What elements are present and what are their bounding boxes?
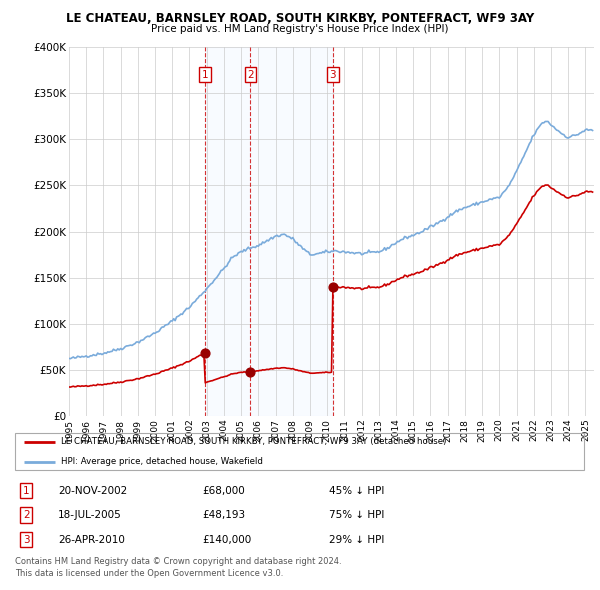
Text: 1: 1	[202, 70, 208, 80]
Text: 3: 3	[329, 70, 336, 80]
Point	[200, 349, 209, 358]
Text: 20-NOV-2002: 20-NOV-2002	[58, 486, 127, 496]
Text: 26-APR-2010: 26-APR-2010	[58, 535, 125, 545]
Text: 75% ↓ HPI: 75% ↓ HPI	[329, 510, 384, 520]
Text: 2: 2	[247, 70, 254, 80]
Text: 3: 3	[23, 535, 30, 545]
Text: This data is licensed under the Open Government Licence v3.0.: This data is licensed under the Open Gov…	[15, 569, 283, 578]
Point	[328, 282, 338, 291]
Text: LE CHATEAU, BARNSLEY ROAD, SOUTH KIRKBY, PONTEFRACT, WF9 3AY: LE CHATEAU, BARNSLEY ROAD, SOUTH KIRKBY,…	[66, 12, 534, 25]
Text: Price paid vs. HM Land Registry's House Price Index (HPI): Price paid vs. HM Land Registry's House …	[151, 24, 449, 34]
Text: Contains HM Land Registry data © Crown copyright and database right 2024.: Contains HM Land Registry data © Crown c…	[15, 558, 341, 566]
Text: £68,000: £68,000	[202, 486, 245, 496]
Text: 29% ↓ HPI: 29% ↓ HPI	[329, 535, 384, 545]
Text: 45% ↓ HPI: 45% ↓ HPI	[329, 486, 384, 496]
Text: £48,193: £48,193	[202, 510, 245, 520]
Text: LE CHATEAU, BARNSLEY ROAD, SOUTH KIRKBY, PONTEFRACT, WF9 3AY (detached house): LE CHATEAU, BARNSLEY ROAD, SOUTH KIRKBY,…	[61, 437, 446, 447]
Text: 18-JUL-2005: 18-JUL-2005	[58, 510, 122, 520]
Text: 2: 2	[23, 510, 30, 520]
Text: 1: 1	[23, 486, 30, 496]
Point	[245, 367, 255, 376]
Text: HPI: Average price, detached house, Wakefield: HPI: Average price, detached house, Wake…	[61, 457, 263, 467]
Bar	[205, 47, 333, 416]
Text: £140,000: £140,000	[202, 535, 251, 545]
